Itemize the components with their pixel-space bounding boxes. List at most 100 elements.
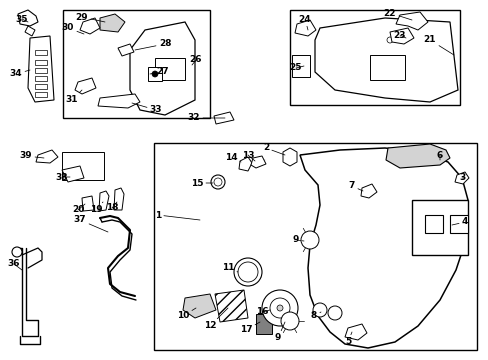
Polygon shape [283,148,296,166]
Polygon shape [345,324,366,340]
Circle shape [210,175,224,189]
Circle shape [262,290,297,326]
Text: 30: 30 [61,23,84,34]
Text: 23: 23 [393,31,406,40]
Text: 8: 8 [310,311,320,320]
Text: 34: 34 [10,69,30,78]
Circle shape [312,303,326,317]
Polygon shape [99,191,109,211]
Polygon shape [239,157,251,171]
Polygon shape [314,18,457,102]
Bar [35,68,47,73]
Text: 14: 14 [224,153,241,162]
Text: 32: 32 [187,113,224,122]
Circle shape [12,247,22,257]
Bar [35,76,47,81]
Text: 33: 33 [132,103,162,114]
Polygon shape [114,188,124,210]
Text: 35: 35 [16,14,28,23]
Polygon shape [250,156,265,168]
Polygon shape [18,10,38,26]
Text: 36: 36 [8,260,22,270]
Text: 9: 9 [292,235,304,244]
Text: 18: 18 [105,202,118,212]
Text: 11: 11 [221,264,238,273]
Bar [155,58,184,80]
Circle shape [238,262,258,282]
Bar [35,50,47,55]
Text: 39: 39 [20,152,44,161]
Text: 26: 26 [189,55,202,65]
Text: 12: 12 [203,308,227,330]
Text: 15: 15 [190,179,213,188]
Circle shape [234,258,262,286]
Text: 1: 1 [155,211,200,220]
Text: 38: 38 [56,172,70,181]
Text: 19: 19 [89,202,103,215]
Bar [148,67,162,81]
Text: 6: 6 [436,150,442,160]
Text: 10: 10 [177,308,196,320]
Polygon shape [385,144,449,168]
Bar [35,92,47,97]
Bar [154,143,476,350]
Polygon shape [100,14,125,32]
Text: 3: 3 [458,174,464,183]
Circle shape [152,71,158,77]
Text: 22: 22 [383,9,411,20]
Bar [35,60,47,65]
Bar [291,55,309,77]
Text: 31: 31 [65,90,82,104]
Text: 5: 5 [344,332,351,346]
Bar [411,200,467,255]
Circle shape [276,305,283,311]
Circle shape [281,312,298,330]
Text: 24: 24 [298,14,311,30]
Text: 27: 27 [150,67,169,76]
Polygon shape [294,20,315,36]
Text: 13: 13 [241,150,254,161]
Polygon shape [98,94,140,108]
Text: 4: 4 [451,217,467,226]
Bar [449,215,467,233]
Text: 7: 7 [348,181,362,191]
Text: 17: 17 [239,322,260,334]
Circle shape [327,306,341,320]
Circle shape [301,231,318,249]
Text: 2: 2 [263,144,285,155]
Polygon shape [454,172,468,184]
Polygon shape [395,12,427,30]
Bar [424,215,442,233]
Circle shape [386,37,392,43]
Text: 28: 28 [135,40,171,50]
Polygon shape [118,44,134,56]
Bar [62,152,104,180]
Bar [63,10,209,118]
Polygon shape [183,294,216,318]
Text: 37: 37 [74,216,108,232]
Polygon shape [62,166,84,182]
Bar [369,55,404,80]
Polygon shape [215,290,247,322]
Text: 21: 21 [423,36,453,55]
Text: 29: 29 [76,13,105,22]
Polygon shape [82,196,94,211]
Polygon shape [130,22,195,115]
Polygon shape [214,112,234,124]
Polygon shape [360,184,376,198]
Circle shape [214,178,222,186]
Polygon shape [36,150,58,163]
Polygon shape [389,28,413,44]
Polygon shape [75,78,96,94]
Polygon shape [299,148,467,348]
Polygon shape [28,36,54,102]
Circle shape [269,298,289,318]
Bar [35,84,47,89]
Text: 20: 20 [72,204,85,215]
Polygon shape [25,26,35,36]
Bar [256,314,271,334]
Polygon shape [80,18,100,34]
Text: 25: 25 [289,63,304,72]
Bar [289,10,459,105]
Text: 16: 16 [255,307,269,316]
